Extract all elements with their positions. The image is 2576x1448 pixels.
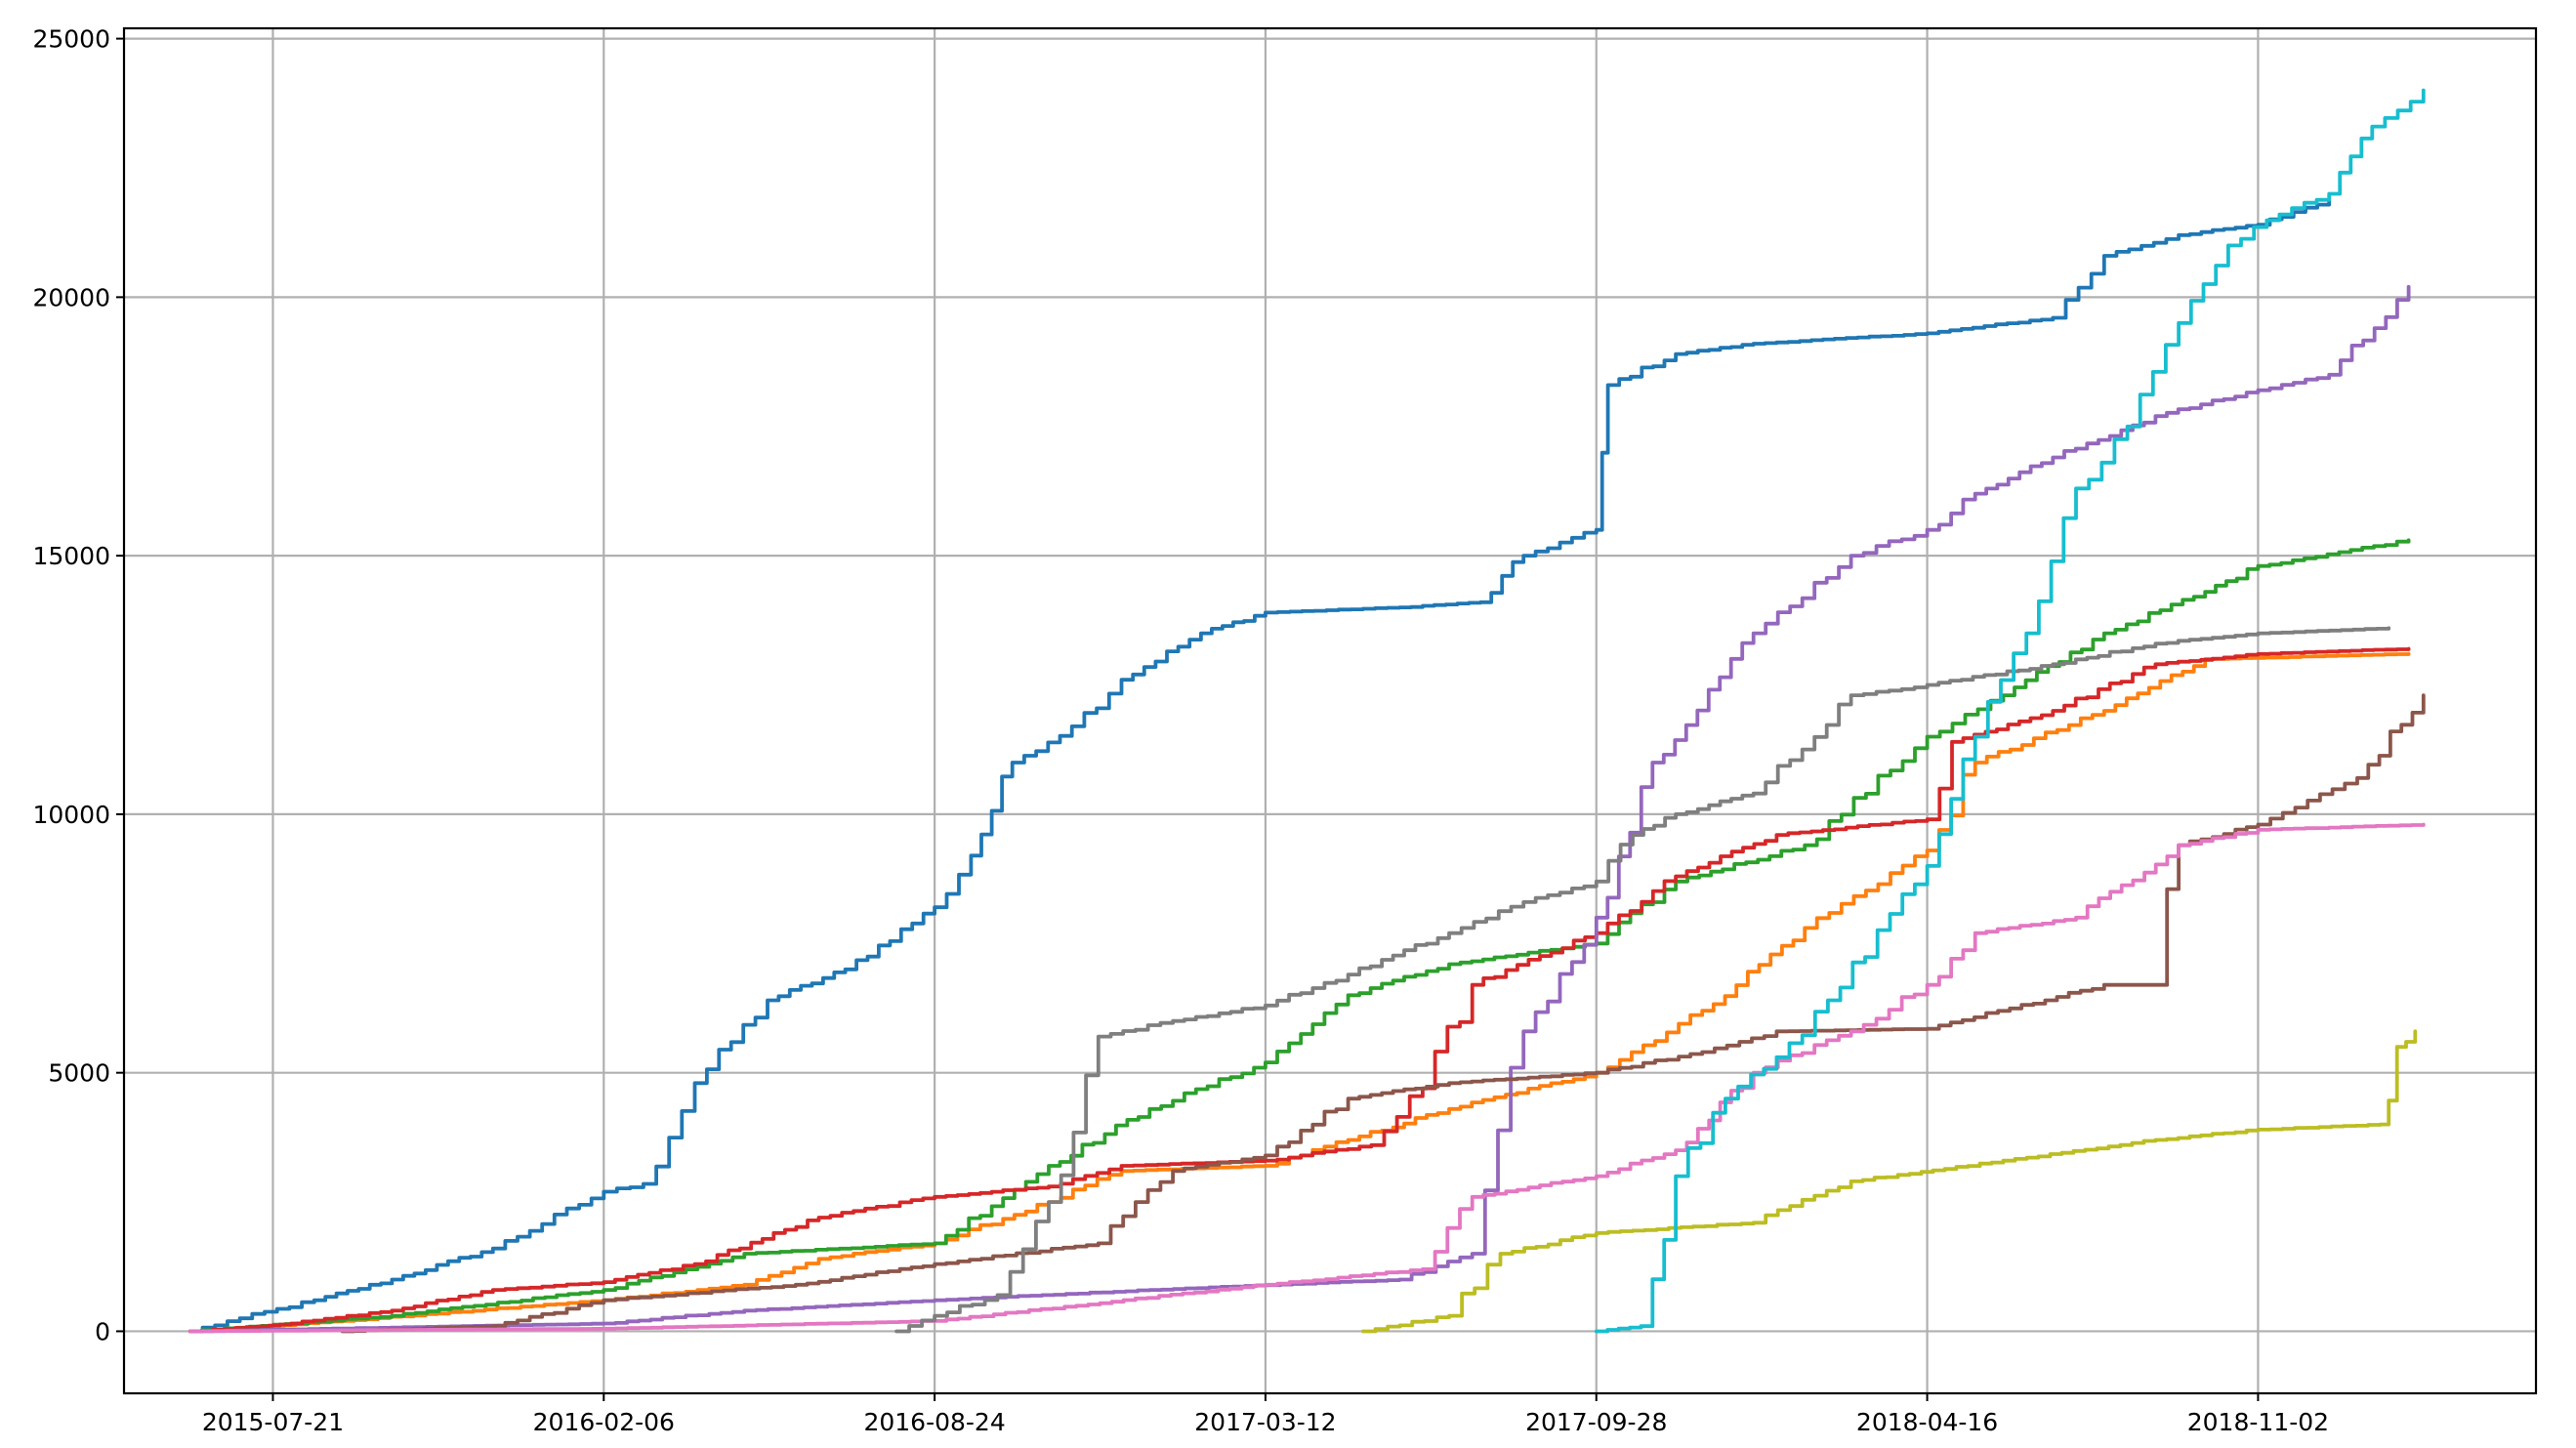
x-tick-label: 2017-09-28 [1525,1408,1667,1436]
series-line-10 [1594,88,2426,1334]
x-tick-label: 2018-04-16 [1856,1408,1998,1436]
x-tick-label: 2015-07-21 [202,1408,344,1436]
x-tick-label: 2018-11-02 [2187,1408,2329,1436]
y-tick-label: 10000 [32,801,110,829]
series-line-5 [187,284,2411,1334]
x-tick-label: 2016-02-06 [533,1408,675,1436]
grid [124,28,2536,1393]
y-tick-label: 5000 [48,1059,110,1088]
series-line-6 [340,693,2426,1334]
series-layer [187,88,2426,1334]
plot-frame [122,26,2538,1395]
x-tick-label: 2016-08-24 [863,1408,1005,1436]
y-tick-label: 0 [95,1317,110,1345]
series-line-7 [187,822,2426,1334]
series-line-8 [894,626,2391,1334]
y-tick-label: 25000 [32,25,110,54]
y-tick-label: 15000 [32,542,110,570]
series-line-4 [187,646,2411,1334]
x-tick-label: 2017-03-12 [1194,1408,1336,1436]
axes: 2015-07-21 2016-02-06 2016-08-24 2017-03-12… [32,25,2329,1436]
series-line-9 [1361,1029,2418,1334]
y-tick-label: 20000 [32,283,110,311]
series-line-1 [187,196,2332,1334]
